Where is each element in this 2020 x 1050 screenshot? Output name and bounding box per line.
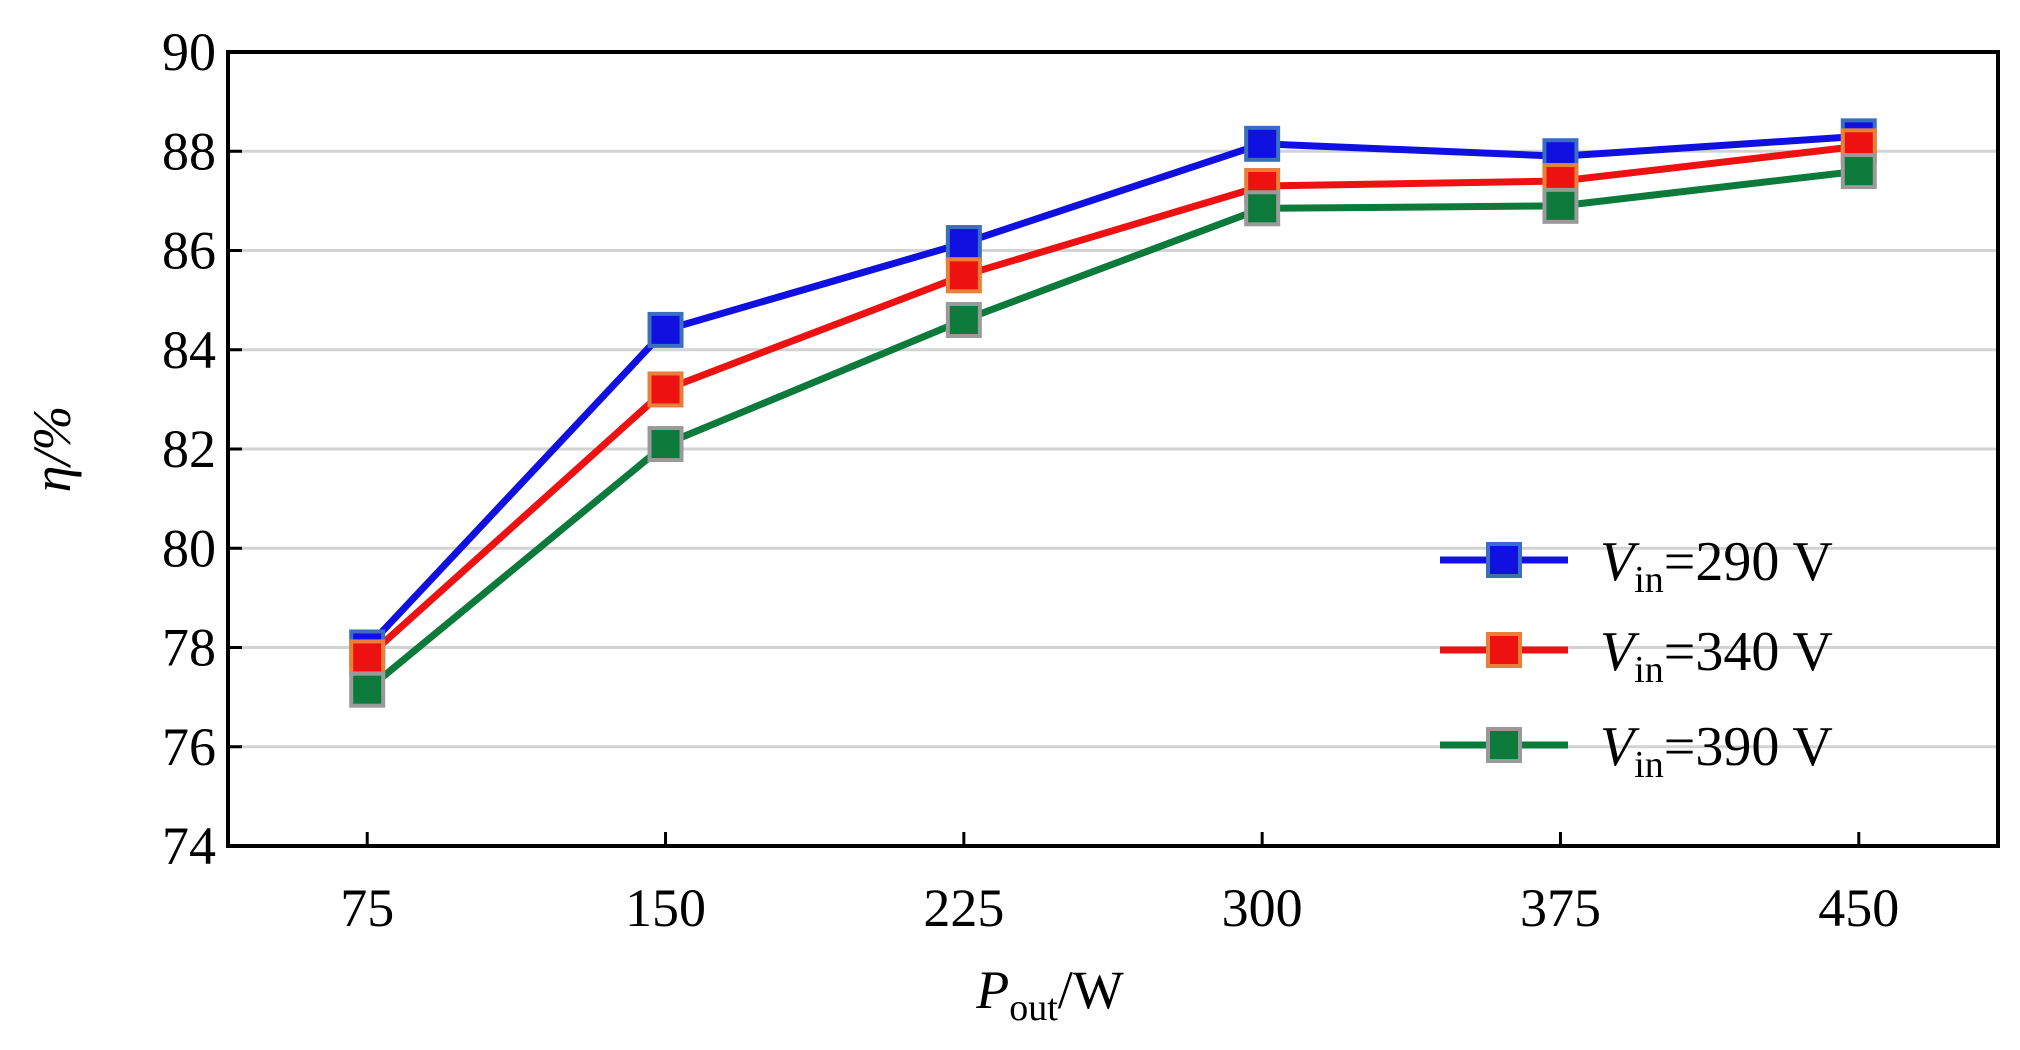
data-point	[945, 301, 982, 338]
x-axis-label-rest: /W	[1058, 960, 1124, 1020]
x-tick-label: 300	[1222, 878, 1303, 938]
y-tick-label: 86	[162, 221, 216, 281]
y-tick-label: 78	[162, 618, 216, 678]
legend-marker	[1486, 542, 1522, 578]
series-line-1	[364, 132, 1860, 650]
data-point	[1542, 187, 1579, 224]
y-tick-label: 74	[162, 816, 216, 876]
y-tick-label: 88	[162, 121, 216, 181]
series-line-2	[364, 142, 1860, 661]
y-tick-label: 82	[162, 419, 216, 479]
x-tick-label: 75	[340, 878, 394, 938]
series-line-3	[364, 167, 1860, 693]
data-point	[945, 225, 982, 262]
y-tick-labels: 74 76 78 80 82 84 86 88 90	[162, 22, 216, 876]
axis-ticks	[228, 50, 1861, 848]
x-axis-label-sub: out	[1009, 987, 1058, 1029]
legend-marker	[1486, 632, 1522, 668]
data-point	[945, 257, 982, 294]
x-tick-labels: 75 150 225 300 375 450	[340, 878, 1899, 938]
y-tick-label: 84	[162, 320, 216, 380]
x-tick-label: 225	[923, 878, 1004, 938]
data-point	[647, 311, 684, 348]
legend-label: Vin=340 V	[1600, 621, 1833, 691]
x-tick-label: 450	[1818, 878, 1899, 938]
y-tick-label: 76	[162, 717, 216, 777]
legend-marker	[1486, 727, 1522, 763]
legend-label: Vin=390 V	[1600, 716, 1833, 786]
legend-label: Vin=290 V	[1600, 531, 1833, 601]
y-tick-label: 80	[162, 518, 216, 578]
series-markers	[349, 118, 1877, 708]
x-tick-label: 150	[625, 878, 706, 938]
data-point	[647, 371, 684, 408]
grid-lines	[228, 149, 1998, 749]
data-point	[1244, 125, 1281, 162]
data-point	[1840, 153, 1877, 190]
x-axis-label-main: P	[975, 960, 1009, 1020]
x-tick-label: 375	[1520, 878, 1601, 938]
x-axis-label: Pout/W	[975, 960, 1124, 1029]
legend: Vin=290 V Vin=340 V Vin=390 V	[1440, 531, 1833, 786]
y-axis-label: η/%	[22, 406, 82, 493]
series-lines	[364, 132, 1860, 693]
data-point	[647, 426, 684, 463]
y-tick-label: 90	[162, 22, 216, 82]
data-point	[349, 639, 386, 676]
data-point	[349, 671, 386, 708]
data-point	[1244, 190, 1281, 227]
